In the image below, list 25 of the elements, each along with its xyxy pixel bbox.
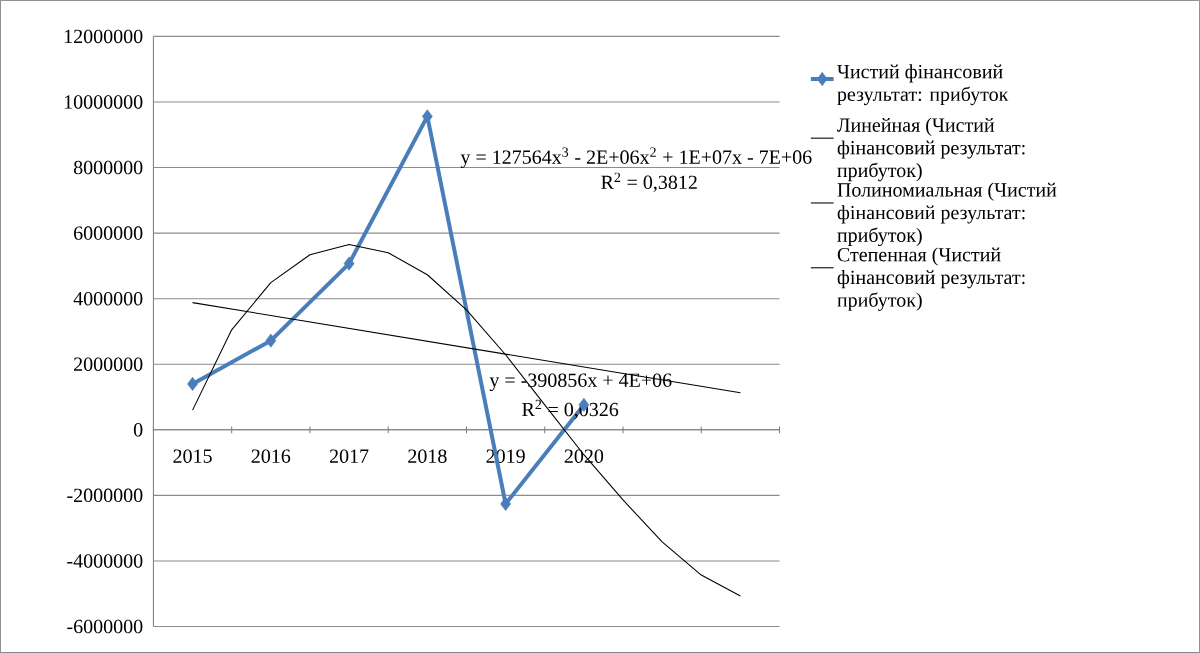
legend-label: Полиномиальная (Чистий фінансовий результат: прибуток) bbox=[837, 182, 1057, 247]
x-tick-label: 2016 bbox=[251, 449, 291, 463]
x-tick-label: 2018 bbox=[408, 449, 447, 463]
y-tick-label: 2000000 bbox=[74, 357, 143, 372]
legend-label: Чистий фінансовий результат: прибуток bbox=[837, 64, 1009, 106]
y-tick-label: -4000000 bbox=[67, 554, 143, 568]
point bbox=[265, 333, 277, 348]
point bbox=[422, 109, 433, 124]
x-tick-label: 2017 bbox=[329, 449, 369, 463]
point bbox=[187, 376, 198, 391]
legend-label: Степенная (Чистий фінансовий результат: прибуток) bbox=[837, 247, 1025, 311]
y-tick-label: 6000000 bbox=[74, 226, 143, 240]
annotation: R$^{2}$ = 0,3812 bbox=[601, 172, 697, 192]
y-tick-label: 4000000 bbox=[73, 291, 143, 306]
legend-label: Линейная (Чистий фінансовий результат: прибуток) bbox=[837, 117, 1025, 182]
y-tick-label: 10000000 bbox=[64, 95, 143, 109]
point bbox=[343, 256, 355, 271]
y-tick-label: -6000000 bbox=[67, 619, 143, 634]
y-tick-label: 0 bbox=[133, 423, 143, 437]
y-tick-label: -2000000 bbox=[67, 488, 143, 503]
y-tick-label: 12000000 bbox=[64, 29, 143, 44]
y-tick-label: 8000000 bbox=[73, 160, 143, 175]
point bbox=[500, 496, 511, 511]
annotation: y = 127564x$^{3}$ - 2E+06x$^{2}$ + 1E+07x - 7E+06 bbox=[460, 147, 812, 169]
x-tick-label: 2015 bbox=[173, 449, 212, 463]
